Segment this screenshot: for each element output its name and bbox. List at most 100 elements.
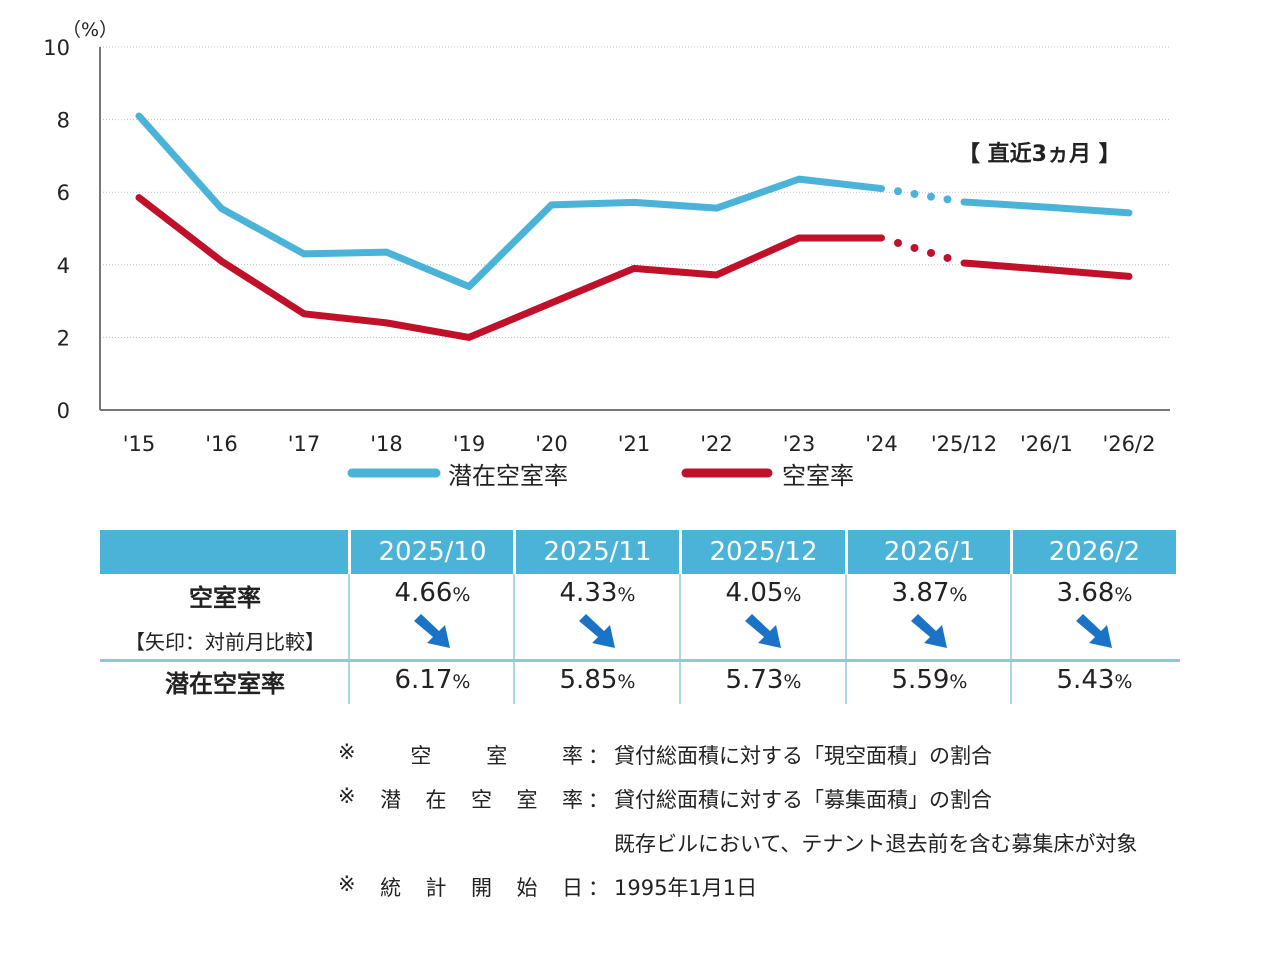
footnote-text: 1995年1月1日 — [614, 876, 758, 900]
x-tick-label: '19 — [453, 432, 486, 456]
vacancy-value: 4.33% — [559, 578, 636, 608]
x-tick-label: '26/2 — [1103, 432, 1156, 456]
footnote-key-char: 空 — [471, 788, 493, 812]
legend-label-potential-vacancy: 潜在空室率 — [448, 462, 568, 490]
footnote-key-char: 統 — [380, 876, 402, 900]
footnote-key-char: 空 — [410, 744, 432, 768]
series-line-recent-potential-vacancy — [960, 198, 1133, 217]
x-tick-label: '22 — [700, 432, 733, 456]
col-header: 2025/10 — [378, 537, 487, 567]
legend: 潜在空室率 空室率 — [347, 462, 854, 490]
row-label-potential-vacancy: 潜在空室率 — [165, 670, 285, 698]
col-header: 2025/11 — [543, 537, 652, 567]
y-tick-label: 0 — [57, 399, 70, 423]
y-tick-label: 10 — [43, 36, 70, 60]
column-divider — [679, 574, 681, 704]
footnote-key: ※ 空 室 率 — [338, 740, 583, 770]
footnote-key-char: ※ — [338, 740, 356, 764]
footnote-key-char: ※ — [338, 872, 356, 896]
col-header: 2026/1 — [883, 537, 976, 567]
recent-3-months-annotation: 【 直近3ヵ月 】 — [958, 141, 1121, 167]
vacancy-value: 3.68% — [1056, 578, 1133, 608]
series-gap-dot — [943, 253, 952, 262]
footnote-text: 貸付総面積に対する「現空面積」の割合 — [614, 744, 992, 768]
footnote-key-char: 率 — [562, 744, 583, 768]
x-tick-label: '26/1 — [1020, 432, 1073, 456]
y-tick-label: 4 — [57, 254, 70, 278]
line-chart: 0 2 4 6 8 10 '15 '16 '17 '18 '19 '20 '21 '22 '23 '24 '25… — [43, 19, 1170, 490]
x-tick-label: '16 — [205, 432, 238, 456]
footnote-text: 既存ビルにおいて、テナント退去前を含む募集床が対象 — [614, 832, 1138, 856]
footnote-key-char: 開 — [471, 876, 493, 900]
series-lines — [135, 112, 1133, 341]
series-gap-dot — [943, 195, 952, 204]
row-sublabel-arrow-note: 【矢印：対前月比較】 — [125, 630, 325, 654]
footnote-key-char: 率 — [561, 788, 583, 812]
y-tick-label: 2 — [57, 326, 70, 350]
footnote-key-char: 室 — [486, 744, 508, 768]
footnote-key-char: 室 — [516, 788, 538, 812]
header-divider — [348, 530, 351, 574]
legend-label-vacancy: 空室率 — [782, 462, 854, 490]
x-tick-label: '17 — [288, 432, 321, 456]
header-divider — [679, 530, 682, 574]
potential-vacancy-value: 6.17% — [394, 665, 471, 695]
footnote-key: ※ 潜在空室率 — [338, 784, 583, 814]
potential-vacancy-value: 5.73% — [725, 665, 802, 695]
series-gap-dot — [910, 189, 919, 198]
down-right-arrow-icon — [1076, 614, 1112, 648]
footnote-text: 貸付総面積に対する「募集面積」の割合 — [614, 788, 992, 812]
potential-vacancy-value: 5.43% — [1056, 665, 1133, 695]
series-gap-dot — [910, 243, 919, 252]
gridlines — [100, 46, 1170, 338]
column-divider — [513, 574, 515, 704]
footnote-key: ※ 統計開始日 — [338, 872, 583, 902]
x-tick-label: '25/12 — [931, 432, 997, 456]
y-unit-label: （%） — [62, 19, 118, 41]
col-header: 2026/2 — [1048, 537, 1141, 567]
x-tick-label: '21 — [618, 432, 651, 456]
footnote-separator: ： — [588, 788, 609, 812]
column-divider — [348, 574, 350, 704]
potential-vacancy-value: 5.85% — [559, 665, 636, 695]
vacancy-value: 4.05% — [725, 578, 802, 608]
footnote-key-char: ※ — [338, 784, 356, 808]
table-header-band — [100, 530, 1176, 574]
series-gap-dot — [894, 187, 902, 196]
footnote-key-char: 在 — [425, 788, 447, 812]
down-right-arrow-icon — [414, 614, 450, 648]
vacancy-value: 3.87% — [891, 578, 968, 608]
series-line-recent-vacancy — [960, 259, 1133, 280]
x-tick-label: '15 — [123, 432, 156, 456]
vacancy-value: 4.66% — [394, 578, 471, 608]
y-tick-label: 8 — [57, 109, 70, 133]
header-divider — [513, 530, 516, 574]
x-tick-label: '23 — [783, 432, 816, 456]
series-line-vacancy — [135, 194, 885, 341]
y-tick-label: 6 — [57, 181, 70, 205]
row-divider — [100, 659, 1180, 662]
down-right-arrow-icon — [745, 614, 781, 648]
header-divider — [1010, 530, 1013, 574]
col-header: 2025/12 — [709, 537, 818, 567]
header-divider — [845, 530, 848, 574]
series-gap-dot — [927, 248, 935, 257]
footnote-key-char: 計 — [425, 876, 447, 900]
axes: 0 2 4 6 8 10 '15 '16 '17 '18 '19 '20 '21 '22 '23 '24 '25… — [43, 36, 1170, 456]
series-gap-dot — [894, 238, 902, 247]
footnote-key-char: 日 — [561, 876, 583, 900]
x-tick-label: '18 — [370, 432, 403, 456]
down-right-arrow-icon — [579, 614, 615, 648]
footnote-separator: ： — [588, 876, 609, 900]
footnote-key-char: 始 — [516, 876, 538, 900]
potential-vacancy-value: 5.59% — [891, 665, 968, 695]
column-divider — [845, 574, 847, 704]
footnote-key-char: 潜 — [380, 788, 402, 812]
x-tick-label: '20 — [535, 432, 568, 456]
series-line-potential-vacancy — [135, 112, 885, 291]
series-gap-dot — [927, 192, 935, 201]
down-right-arrow-icon — [911, 614, 947, 648]
row-label-vacancy: 空室率 — [189, 584, 261, 612]
column-divider — [1010, 574, 1012, 704]
x-tick-label: '24 — [865, 432, 898, 456]
